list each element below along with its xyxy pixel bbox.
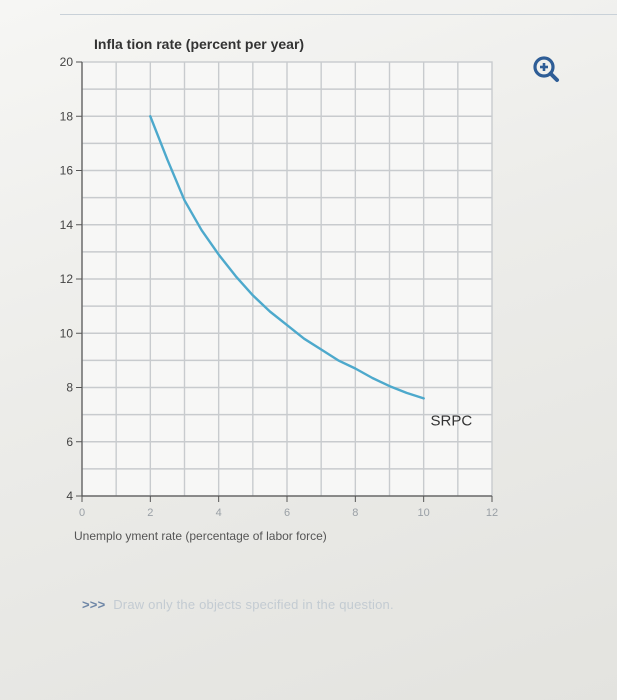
y-tick-label: 16	[60, 164, 74, 178]
instruction-text: >>> Draw only the objects specified in t…	[82, 597, 394, 612]
zoom-in-icon[interactable]	[531, 54, 561, 84]
srpc-curve	[149, 115, 425, 400]
x-tick-label: 8	[352, 507, 358, 519]
y-tick-label: 8	[66, 381, 73, 395]
top-divider	[60, 14, 617, 15]
x-tick-label: 0	[79, 507, 85, 519]
y-tick-label: 14	[60, 218, 74, 232]
x-tick-label: 4	[216, 507, 222, 519]
curve-label: SRPC	[431, 412, 473, 429]
y-tick-label: 20	[60, 55, 74, 69]
y-tick-label: 18	[60, 109, 74, 123]
instruction-prompt: >>>	[82, 597, 106, 612]
x-tick-label: 2	[147, 507, 153, 519]
y-tick-label: 10	[60, 326, 74, 340]
x-tick-label: 6	[284, 507, 290, 519]
chart-title: Infla tion rate (percent per year)	[94, 36, 304, 52]
instruction-body: Draw only the objects specified in the q…	[113, 597, 394, 612]
y-tick-label: 6	[66, 435, 73, 449]
x-axis-label: Unemplo yment rate (percentage of labor …	[74, 529, 327, 543]
x-tick-label: 12	[486, 507, 498, 519]
y-tick-label: 4	[66, 489, 73, 503]
y-tick-label: 12	[60, 272, 74, 286]
x-tick-label: 10	[418, 507, 430, 519]
